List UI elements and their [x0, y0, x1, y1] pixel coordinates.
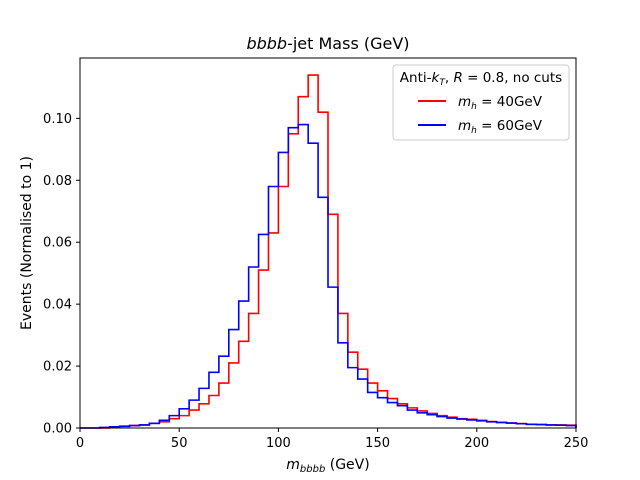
legend: Anti-kT, R = 0.8, no cuts mh = 40GeV mh …: [392, 64, 570, 141]
plot-area: 0 50 100 150 200 250 0.00 0.02 0.04 0.06 0.08 0.10: [43, 57, 589, 451]
y-tick-label: 0.04: [43, 298, 72, 313]
x-axis-ticks: 0 50 100 150 200 250: [76, 428, 589, 451]
legend-frame: [392, 64, 570, 141]
chart-title: bbbb-jet Mass (GeV): [246, 34, 409, 53]
x-tick-label: 100: [266, 436, 291, 451]
legend-label-mh40: mh = 40GeV: [458, 94, 543, 112]
x-tick-label: 0: [76, 436, 84, 451]
legend-title: Anti-kT, R = 0.8, no cuts: [400, 70, 562, 88]
x-tick-label: 250: [564, 436, 589, 451]
series-layer: [80, 74, 577, 429]
series-line-mh60: [80, 123, 577, 429]
x-tick-label: 200: [464, 436, 489, 451]
x-tick-label: 150: [365, 436, 390, 451]
y-tick-label: 0.08: [43, 174, 72, 189]
y-tick-label: 0.00: [43, 422, 72, 437]
axes-frame: [79, 57, 577, 429]
x-axis-label: mbbbb (GeV): [286, 457, 369, 475]
y-tick-label: 0.02: [43, 360, 72, 375]
x-tick-label: 50: [171, 436, 188, 451]
y-axis-ticks: 0.00 0.02 0.04 0.06 0.08 0.10: [43, 112, 80, 437]
legend-label-mh60: mh = 60GeV: [458, 118, 543, 136]
y-tick-label: 0.06: [43, 236, 72, 251]
y-axis-label: Events (Normalised to 1): [19, 156, 35, 330]
y-tick-label: 0.10: [43, 112, 72, 127]
